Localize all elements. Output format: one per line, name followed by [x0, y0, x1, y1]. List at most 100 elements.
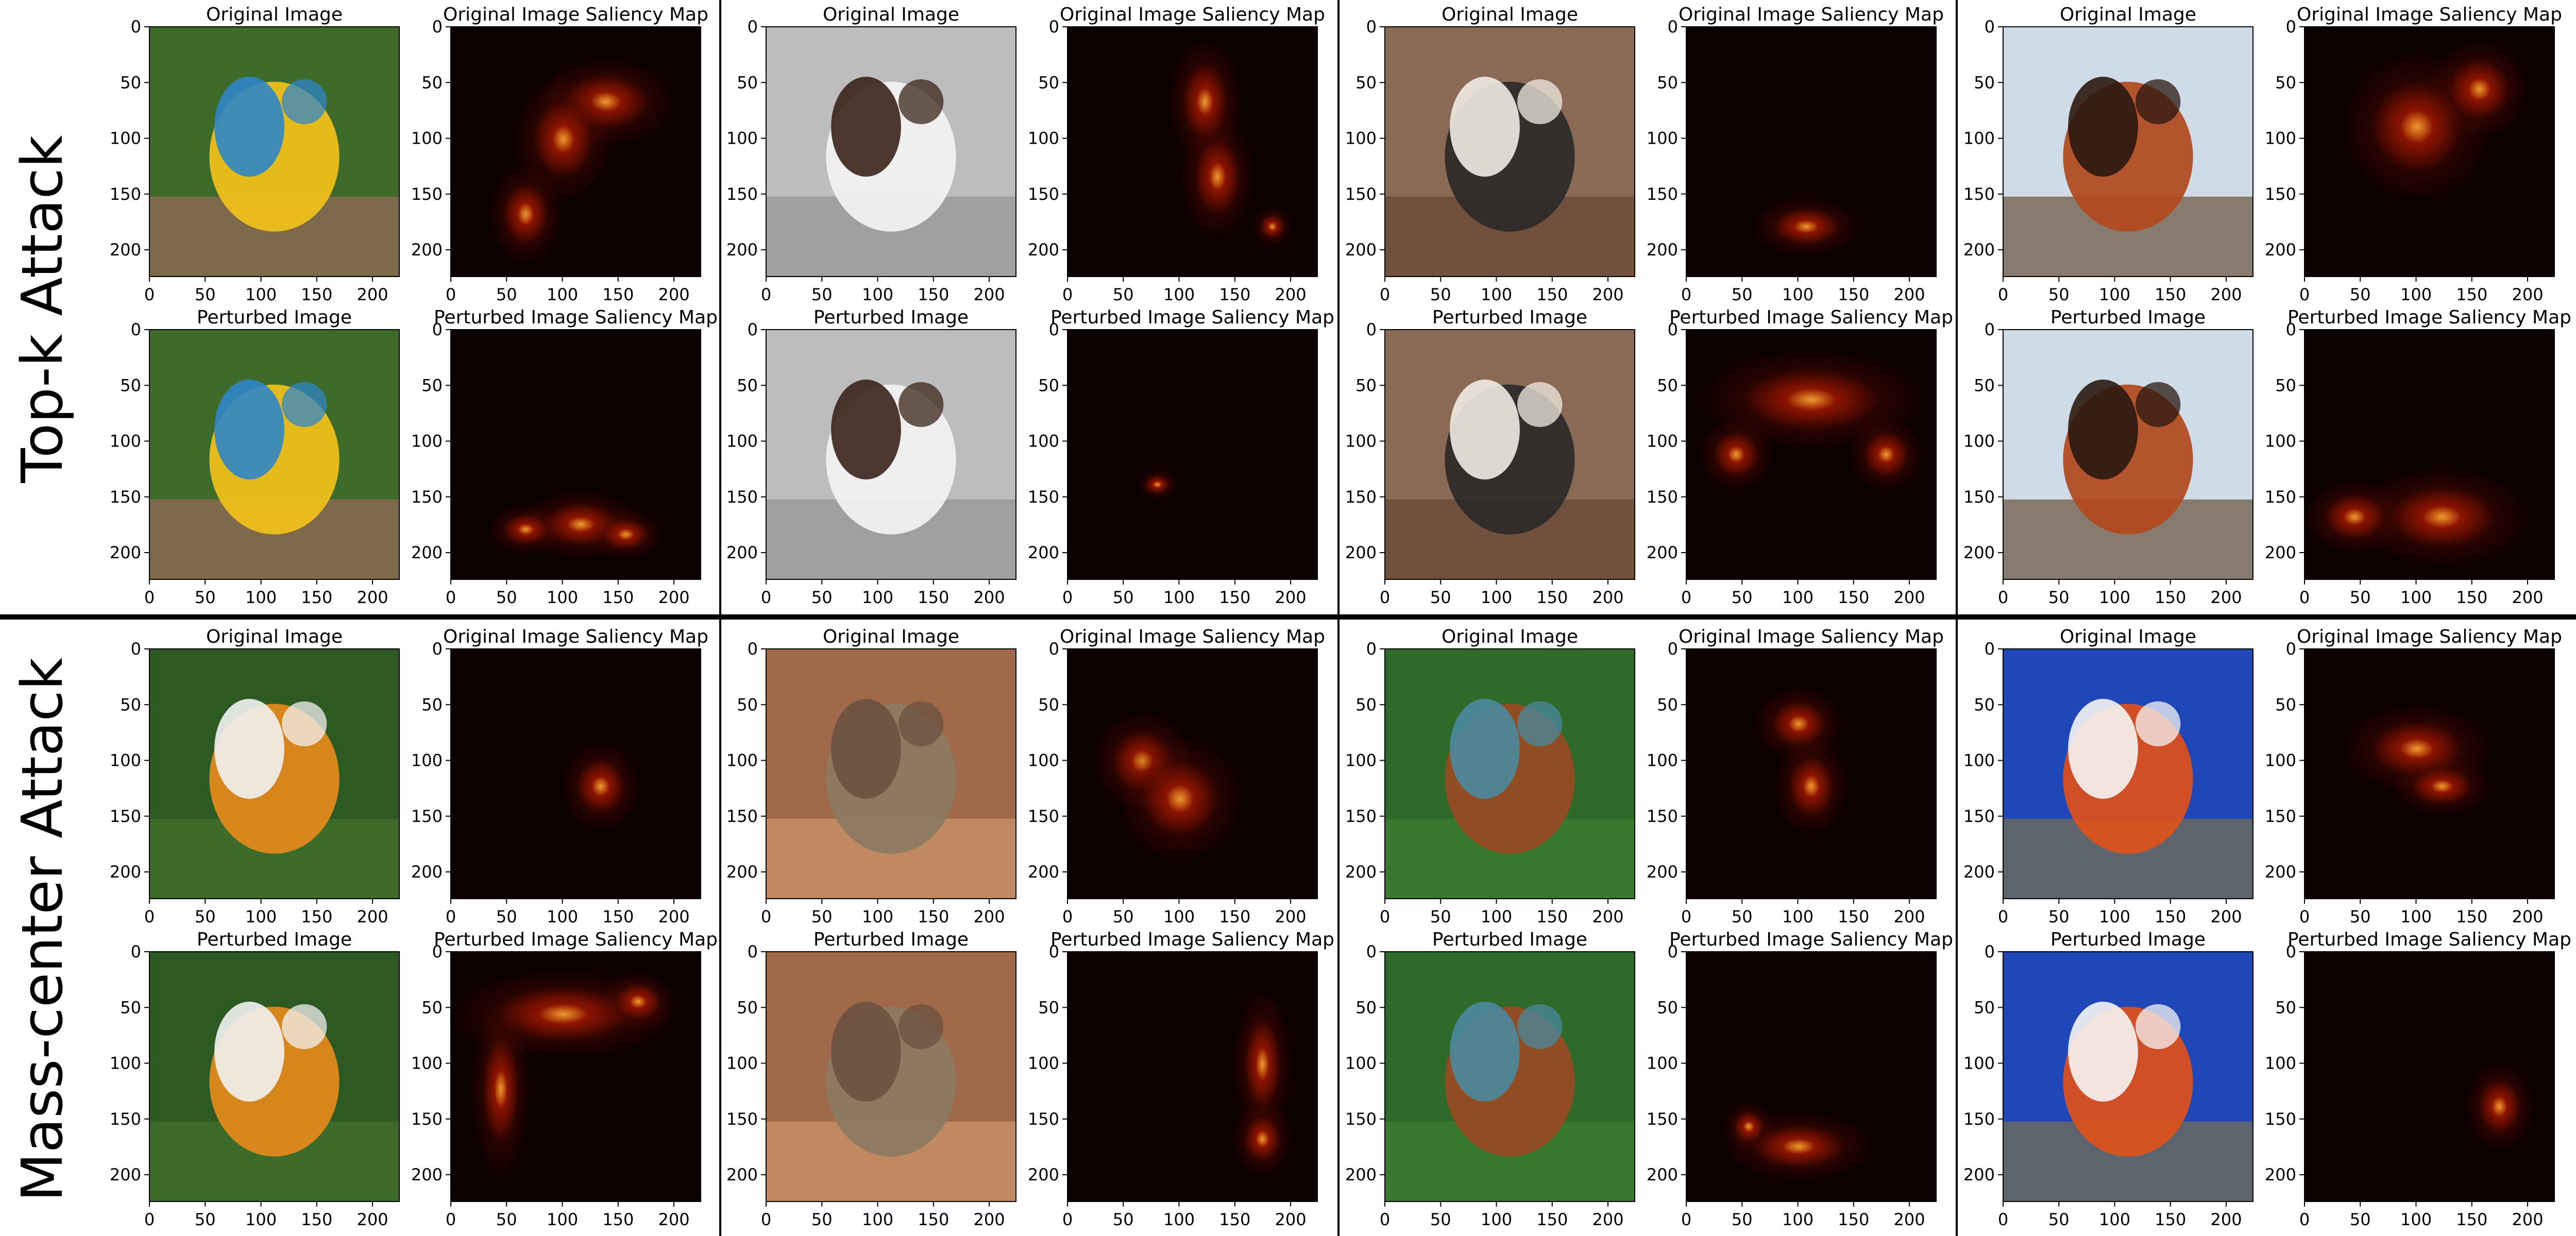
original-image-ytick-label: 150 [110, 806, 141, 826]
original-saliency-ytick-label: 150 [1028, 184, 1059, 204]
perturbed-image-frame [149, 329, 400, 580]
original-image-frame [2003, 648, 2253, 899]
perturbed-image-ytick-label: 0 [1985, 320, 1995, 339]
original-image-xtick-label: 0 [761, 907, 771, 926]
original-image-xtick-label: 100 [2099, 285, 2130, 304]
perturbed-image-frame [149, 951, 400, 1202]
original-image-ytick-label: 150 [1963, 806, 1995, 826]
original-saliency-ytick-label: 0 [1668, 639, 1678, 659]
original-saliency-xtick-label: 50 [2350, 285, 2371, 304]
perturbed-saliency-ytick-label: 0 [432, 320, 443, 339]
original-image-title: Original Image [1442, 626, 1578, 647]
perturbed-saliency-ytick-label: 50 [421, 998, 443, 1017]
original-image-ytick-label: 0 [131, 639, 141, 659]
perturbed-image-xtick-label: 200 [973, 1210, 1005, 1229]
original-saliency-ytick-label: 200 [2265, 240, 2296, 260]
original-image-ytick-label: 150 [726, 806, 758, 826]
original-image-xtick-label: 0 [1998, 907, 2008, 926]
original-image-xtick-label: 200 [357, 907, 388, 926]
perturbed-saliency-ytick-label: 0 [1049, 320, 1059, 339]
perturbed-saliency-ytick-label: 50 [1657, 375, 1678, 395]
perturbed-image-xtick-label: 0 [1380, 588, 1390, 607]
perturbed-saliency-xtick-label: 100 [2400, 588, 2432, 607]
perturbed-image-xtick-label: 100 [862, 588, 893, 607]
perturbed-saliency-xtick-label: 100 [547, 1210, 578, 1229]
perturbed-saliency-frame [450, 951, 701, 1202]
original-saliency-ytick-label: 100 [1028, 751, 1059, 770]
original-image-ytick-label: 50 [737, 695, 758, 714]
perturbed-image-ytick-label: 200 [110, 543, 141, 562]
perturbed-image-ytick-label: 150 [1963, 1109, 1995, 1129]
original-image-frame [1384, 26, 1635, 277]
original-image-xtick-label: 150 [2155, 907, 2186, 926]
perturbed-saliency-frame [1686, 951, 1937, 1202]
perturbed-saliency-xtick-label: 50 [2350, 588, 2371, 607]
perturbed-image-xtick-label: 50 [195, 588, 216, 607]
perturbed-saliency-ytick-label: 150 [411, 1109, 443, 1129]
original-saliency-ytick-label: 0 [2286, 17, 2296, 37]
original-saliency-xtick-label: 150 [602, 285, 634, 304]
perturbed-image-xtick-label: 0 [144, 1210, 155, 1229]
original-saliency-ytick-label: 50 [1038, 73, 1059, 92]
original-image-photo [2003, 649, 2253, 899]
original-saliency-xtick-label: 0 [2299, 285, 2310, 304]
perturbed-saliency-xtick-label: 50 [1732, 588, 1753, 607]
perturbed-saliency-heatmap [1067, 952, 1317, 1201]
perturbed-image-title: Perturbed Image [197, 929, 352, 950]
original-image-photo [1385, 649, 1635, 899]
perturbed-saliency-ytick-label: 0 [1668, 942, 1678, 962]
original-saliency-ytick-label: 50 [2275, 695, 2296, 714]
original-saliency-frame [1686, 26, 1937, 277]
original-saliency-ytick-label: 150 [411, 806, 443, 826]
perturbed-image-ytick-label: 100 [110, 432, 141, 451]
original-saliency-title: Original Image Saliency Map [1679, 4, 1944, 25]
original-saliency-xtick-label: 200 [658, 907, 689, 926]
original-image-xtick-label: 100 [245, 285, 277, 304]
original-image-ytick-label: 200 [1345, 240, 1377, 260]
perturbed-image-ytick-label: 150 [1345, 487, 1377, 507]
perturbed-saliency-frame [2304, 329, 2555, 580]
original-saliency-xtick-label: 50 [496, 285, 517, 304]
perturbed-image-photo [2003, 330, 2253, 579]
perturbed-image-ytick-label: 100 [726, 432, 758, 451]
original-saliency-xtick-label: 50 [1113, 907, 1134, 926]
original-saliency-xtick-label: 0 [1681, 285, 1691, 304]
original-saliency-ytick-label: 200 [1647, 240, 1678, 260]
original-image-xtick-label: 200 [1592, 285, 1623, 304]
perturbed-saliency-ytick-label: 200 [411, 543, 443, 562]
perturbed-saliency-xtick-label: 50 [496, 1210, 517, 1229]
perturbed-saliency-ytick-label: 100 [1647, 1054, 1678, 1073]
original-image-ytick-label: 150 [1963, 184, 1995, 204]
original-image-xtick-label: 0 [144, 285, 155, 304]
perturbed-saliency-xtick-label: 50 [1113, 1210, 1134, 1229]
perturbed-saliency-ytick-label: 50 [1038, 375, 1059, 395]
original-image-ytick-label: 0 [131, 17, 141, 37]
original-saliency-heatmap [2304, 27, 2554, 277]
perturbed-saliency-ytick-label: 200 [1028, 543, 1059, 562]
original-saliency-title: Original Image Saliency Map [443, 626, 708, 647]
perturbed-saliency-xtick-label: 150 [2456, 1210, 2487, 1229]
block-macaw: 0 50 100 150 200 0 50 100 150 200 Original Image 0 5… [110, 4, 718, 607]
perturbed-image-xtick-label: 0 [761, 588, 771, 607]
perturbed-image-frame [1384, 329, 1635, 580]
perturbed-image-title: Perturbed Image [197, 307, 352, 328]
perturbed-saliency-xtick-label: 50 [1732, 1210, 1753, 1229]
original-image-xtick-label: 150 [918, 285, 949, 304]
perturbed-image-xtick-label: 100 [245, 1210, 277, 1229]
perturbed-saliency-xtick-label: 100 [1163, 588, 1195, 607]
perturbed-saliency-ytick-label: 150 [1647, 1109, 1678, 1129]
perturbed-image-xtick-label: 50 [2048, 588, 2070, 607]
perturbed-image-xtick-label: 200 [2210, 588, 2242, 607]
perturbed-image-xtick-label: 100 [862, 1210, 893, 1229]
perturbed-image-xtick-label: 200 [1592, 1210, 1623, 1229]
perturbed-image-xtick-label: 200 [1592, 588, 1623, 607]
original-image-xtick-label: 150 [301, 907, 332, 926]
original-saliency-xtick-label: 150 [1219, 907, 1250, 926]
perturbed-saliency-frame [450, 329, 701, 580]
original-saliency-ytick-label: 150 [2265, 184, 2296, 204]
perturbed-image-xtick-label: 50 [1430, 1210, 1451, 1229]
perturbed-saliency-ytick-label: 100 [1647, 432, 1678, 451]
original-image-ytick-label: 100 [726, 129, 758, 148]
perturbed-saliency-title: Perturbed Image Saliency Map [2287, 929, 2571, 950]
original-image-ytick-label: 50 [1355, 695, 1377, 714]
